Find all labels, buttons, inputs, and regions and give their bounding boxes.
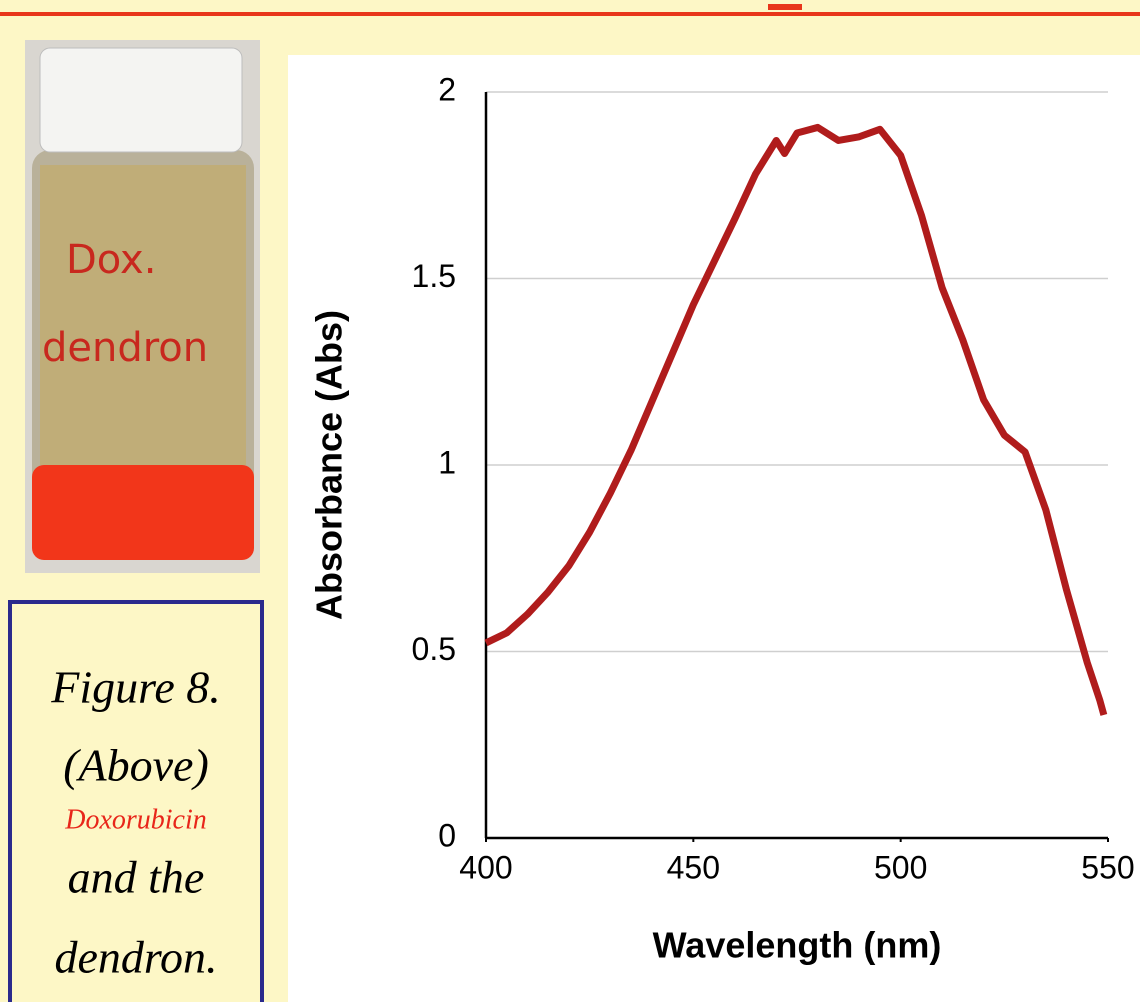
y-tick-label: 2 — [438, 71, 456, 107]
y-tick-label: 1.5 — [412, 258, 456, 294]
x-tick-label: 500 — [874, 849, 927, 885]
x-tick-label: 450 — [667, 849, 720, 885]
x-tick-label: 550 — [1081, 849, 1134, 885]
y-tick-label: 0 — [438, 817, 456, 853]
photo-label: dendron — [42, 325, 208, 371]
chart: Wavelength (nm) Absorbance (Abs) 0 0.5 1 1.… — [288, 55, 1140, 1002]
x-tick-label: 400 — [459, 849, 512, 885]
y-tick-label: 1 — [438, 444, 456, 480]
y-tick-label: 0.5 — [412, 631, 456, 667]
caption-line: and the — [68, 852, 205, 903]
vial-liquid — [32, 465, 254, 560]
caption-box: Figure 8. (Above) Doxorubicin and the de… — [10, 602, 262, 1002]
caption-line: Figure 8. — [50, 662, 221, 713]
vial-photo: Dox. dendron — [25, 40, 260, 573]
y-axis-title: Absorbance (Abs) — [309, 310, 350, 620]
caption-line: Doxorubicin — [64, 804, 207, 835]
photo-label: Dox. — [66, 237, 156, 283]
header-tab — [768, 4, 802, 10]
x-axis-title: Wavelength (nm) — [653, 925, 942, 966]
vial-cap — [40, 48, 242, 152]
caption-line: (Above) — [63, 740, 209, 791]
poster: Dox. dendron Figure 8. (Above) Doxorubic… — [0, 0, 1140, 1002]
vial-stain — [40, 165, 246, 465]
caption-line: dendron. — [54, 932, 217, 983]
